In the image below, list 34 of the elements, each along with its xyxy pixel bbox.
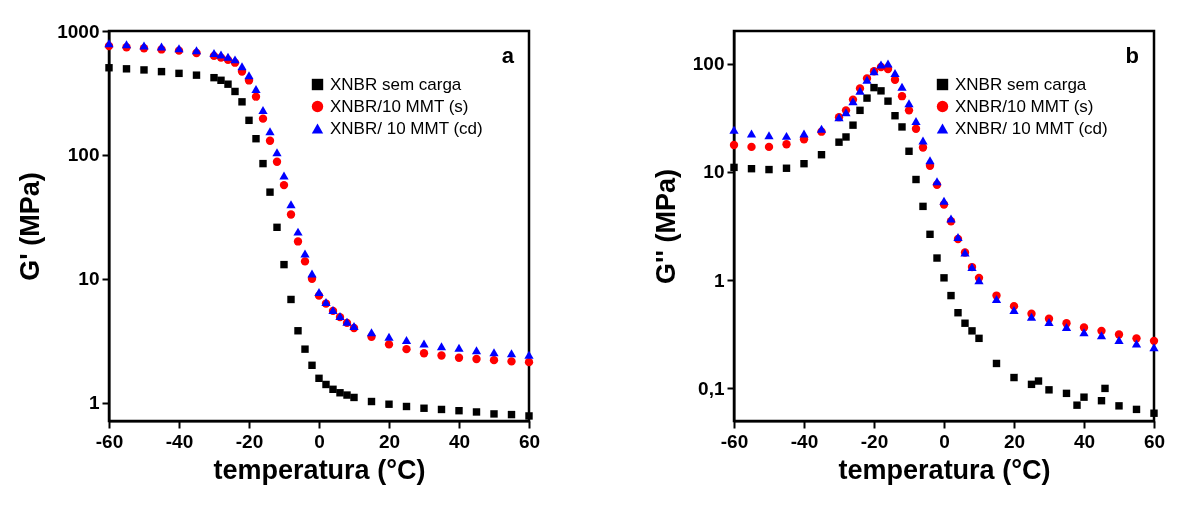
y-axis-title: G' (MPa)	[15, 172, 46, 281]
x-tick-label: 0	[314, 430, 325, 452]
x-tick-label: 0	[939, 430, 950, 452]
y-tick-label: 100	[67, 144, 100, 166]
legend-label: XNBR/ 10 MMT (cd)	[955, 118, 1108, 138]
legend-label: XNBR sem carga	[955, 74, 1087, 94]
x-tick-label: 20	[378, 430, 401, 452]
x-tick-label: 40	[1073, 430, 1096, 452]
annotation: b	[1125, 43, 1139, 68]
legend-label: XNBR sem carga	[330, 74, 462, 94]
annotation: a	[501, 43, 515, 68]
y-tick-label: 10	[78, 268, 100, 290]
x-tick-label: -20	[235, 430, 264, 452]
x-tick-label: -20	[860, 430, 889, 452]
legend-label: XNBR/ 10 MMT (cd)	[330, 118, 483, 138]
x-axis-title: temperatura (°C)	[838, 454, 1051, 485]
y-axis-title: G'' (MPa)	[650, 169, 681, 284]
x-tick-label: 60	[518, 430, 541, 452]
y-tick-label: 0,1	[698, 377, 725, 399]
y-tick-label: 1000	[57, 20, 100, 42]
legend-label: XNBR/10 MMT (s)	[330, 96, 469, 116]
x-tick-label: -60	[95, 430, 124, 452]
x-tick-label: -40	[790, 430, 819, 452]
y-tick-label: 10	[703, 161, 725, 183]
y-tick-label: 1	[713, 269, 725, 291]
x-axis-title: temperatura (°C)	[213, 454, 426, 485]
x-tick-label: -60	[720, 430, 749, 452]
x-tick-label: 60	[1143, 430, 1166, 452]
y-tick-label: 1	[88, 392, 100, 414]
legend-label: XNBR/10 MMT (s)	[955, 96, 1094, 116]
x-tick-label: 40	[448, 430, 471, 452]
y-tick-label: 100	[692, 53, 725, 75]
x-tick-label: -40	[165, 430, 194, 452]
x-tick-label: 20	[1003, 430, 1026, 452]
